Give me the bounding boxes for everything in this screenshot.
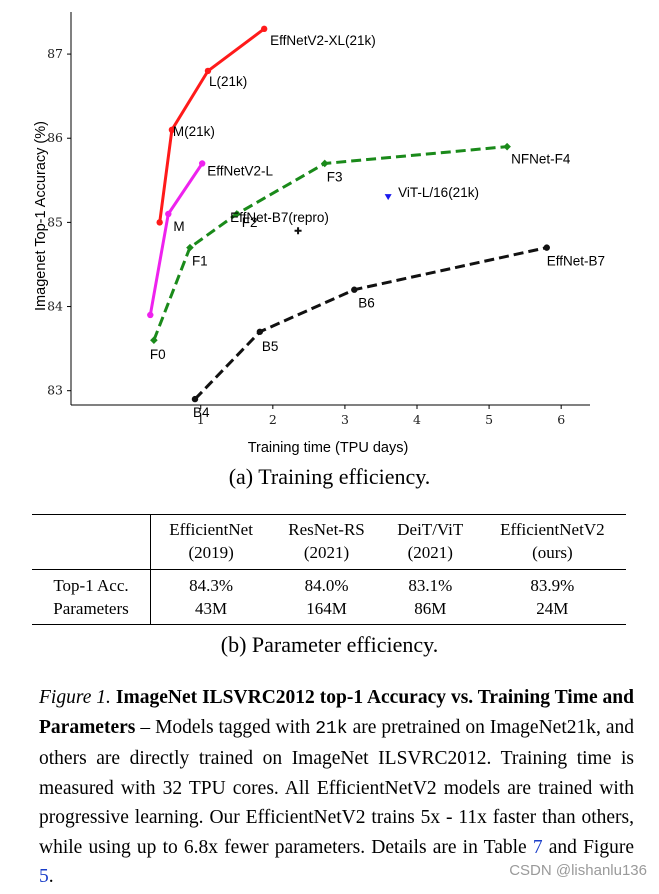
figure-caption: Figure 1. ImageNet ILSVRC2012 top-1 Accu…: [39, 687, 635, 887]
table-reference-link[interactable]: 7: [532, 836, 543, 858]
table-cell: 164M: [306, 599, 347, 618]
table-header-cell: DeiT/ViT (2021): [381, 514, 479, 570]
point-label: F0: [150, 347, 166, 362]
caption-code: 21k: [315, 718, 348, 739]
data-point: [156, 219, 163, 226]
point-label: EffNet-B7(repro): [230, 210, 329, 225]
table-row: Top-1 Acc. 84.3% 84.0% 83.1% 83.9%: [32, 569, 626, 597]
row-label-top1: Top-1 Acc.: [32, 569, 151, 597]
point-label: EffNetV2-L: [207, 163, 273, 178]
series-line-1: [148, 162, 204, 316]
row-label-parameters: Parameters: [32, 597, 151, 625]
table-cell: 43M: [195, 599, 228, 618]
markers-group: [147, 25, 550, 403]
data-point: [165, 210, 172, 218]
data-point: [543, 244, 550, 251]
data-point-diamond: [503, 142, 511, 151]
table-cell: 24M: [536, 599, 569, 618]
data-point: [198, 160, 206, 167]
point-label: B6: [358, 296, 375, 311]
table-cell: 83.9%: [530, 576, 575, 595]
x-tick-label: 2: [269, 412, 277, 427]
y-tick-label: 85: [47, 214, 63, 229]
data-point-diamond: [320, 159, 329, 168]
series-line-3: [193, 246, 548, 401]
point-labels-group: M(21k) L(21k) EffNetV2-XL(21k) M EffNetV2-L F…: [150, 33, 605, 420]
parameter-efficiency-table: EfficientNet (2019) ResNet-RS (2021) DeiT/…: [32, 514, 626, 625]
table-header-cell: EfficientNet (2019): [150, 514, 272, 570]
x-tick-label: 6: [557, 412, 565, 427]
table-row: Parameters 43M 164M 86M 24M: [32, 597, 626, 625]
x-tick-label: 4: [413, 412, 421, 427]
x-tick-label: 1: [197, 412, 205, 427]
y-tick-label: 87: [47, 46, 63, 61]
point-label: B5: [262, 339, 279, 354]
y-tick-label: 83: [47, 383, 63, 398]
data-point: [256, 328, 264, 335]
y-tick-label: 86: [47, 130, 63, 145]
table-cell: 86M: [414, 599, 447, 618]
data-point-diamond: [150, 336, 158, 345]
y-axis-label: Imagenet Top-1 Accuracy (%): [33, 121, 49, 311]
data-point-diamond: [232, 210, 241, 218]
y-tick-label: 84: [47, 299, 63, 314]
series-line-0: [158, 27, 266, 223]
point-label: EffNet-B7: [547, 254, 605, 269]
subcaption-b: (b) Parameter efficiency.: [220, 632, 439, 657]
point-label: ViT-L/16(21k): [398, 185, 479, 200]
vit-point-marker: [384, 194, 392, 201]
table-corner-cell: [32, 514, 151, 570]
caption-title: ImageNet ILSVRC2012 top-1 Accuracy vs. T…: [39, 687, 634, 738]
axis-ticks: 83 84 85 86 87 1 2 3 4 5 6: [47, 46, 565, 427]
caption-label: Figure 1.: [39, 687, 111, 708]
training-efficiency-chart: 83 84 85 86 87 1 2 3 4 5 6 M(21k) L(21k) EffNetV2-XL…: [33, 12, 605, 456]
point-label: NFNet-F4: [511, 152, 571, 167]
table-cell: 84.0%: [304, 576, 349, 595]
point-label: F3: [327, 169, 343, 184]
point-label: M: [173, 219, 184, 234]
table-header-cell: EfficientNetV2 (ours): [478, 514, 626, 570]
data-point: [351, 286, 358, 293]
data-point: [168, 126, 176, 134]
data-point: [260, 25, 268, 33]
x-axis-label: Training time (TPU days): [248, 440, 409, 456]
point-label: F2: [242, 215, 258, 230]
point-label: B4: [193, 405, 210, 420]
data-point: [204, 67, 212, 75]
figure-reference-link[interactable]: 5: [39, 866, 49, 887]
data-point: [191, 395, 199, 403]
data-point: [147, 311, 154, 319]
point-label: M(21k): [173, 124, 215, 139]
data-point-diamond: [186, 243, 194, 252]
point-label: L(21k): [209, 74, 247, 89]
x-tick-label: 3: [341, 412, 349, 427]
watermark: CSDN @lishanlu136: [509, 862, 647, 879]
table-cell: 83.1%: [408, 576, 453, 595]
table-cell: 84.3%: [189, 576, 234, 595]
table-header-cell: ResNet-RS (2021): [271, 514, 382, 570]
table-header-row: EfficientNet (2019) ResNet-RS (2021) DeiT/…: [32, 514, 626, 570]
repro-point-marker: [294, 227, 302, 235]
point-label: EffNetV2-XL(21k): [270, 33, 376, 48]
subcaption-a: (a) Training efficiency.: [228, 464, 431, 489]
x-tick-label: 5: [485, 412, 493, 427]
point-label: F1: [192, 254, 208, 269]
